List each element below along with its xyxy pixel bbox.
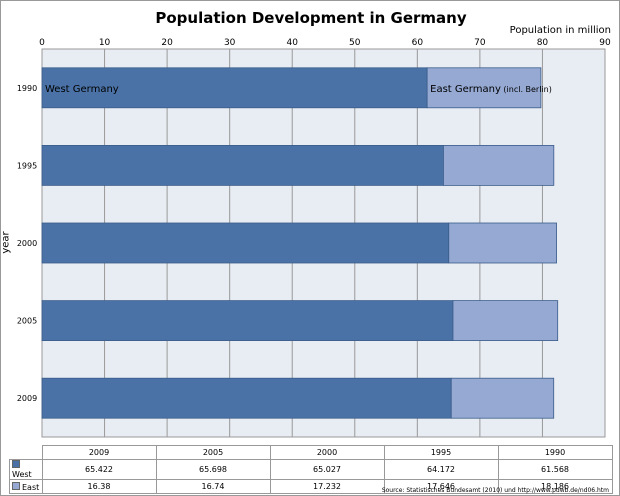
series-label-west: West Germany — [45, 84, 119, 95]
table-cell: 16.74 — [155, 479, 271, 494]
x-tick-label: 30 — [224, 38, 236, 48]
table-corner — [9, 445, 43, 460]
y-tick-label: 2000 — [17, 239, 37, 248]
table-row-label: West — [9, 459, 43, 480]
bar-east-2009 — [450, 377, 555, 419]
x-tick-label: 60 — [412, 38, 424, 48]
table-header: 2009 — [41, 445, 157, 460]
x-axis-label: Population in million — [509, 25, 611, 36]
series-label-note: (incl. Berlin) — [501, 85, 552, 94]
bar-west-2009 — [41, 377, 452, 419]
series-label-east: East Germany (incl. Berlin) — [430, 84, 552, 95]
legend-swatch — [12, 481, 20, 490]
x-tick-label: 80 — [537, 38, 549, 48]
table-cell: 65.422 — [41, 459, 157, 480]
table-row-label: East — [9, 479, 43, 494]
bar-west-2000 — [41, 222, 450, 264]
table-cell: 65.027 — [269, 459, 385, 480]
bar-east-1995 — [443, 144, 555, 186]
bar-east-2000 — [448, 222, 557, 264]
data-table: 2009 2005 2000 1995 1990 West 65.422 65.698 65.… — [9, 445, 613, 494]
source-note: Source: Statistisches Bundesamt (2010) u… — [381, 487, 609, 494]
y-tick-label: 1995 — [17, 161, 37, 170]
bar-west-2005 — [41, 300, 454, 342]
x-tick-label: 70 — [474, 38, 486, 48]
y-tick-label: 1990 — [17, 84, 37, 93]
table-cell: 64.172 — [383, 459, 499, 480]
table-cell: 61.568 — [497, 459, 613, 480]
chart-title: Population Development in Germany — [155, 9, 467, 27]
table-cell: 18.186 — [497, 479, 613, 494]
x-tick-label: 40 — [286, 38, 298, 48]
y-tick-label: 2005 — [17, 317, 37, 326]
table-header: 2005 — [155, 445, 271, 460]
bar-east-2005 — [452, 300, 559, 342]
x-tick-label: 50 — [349, 38, 361, 48]
table-header: 2000 — [269, 445, 385, 460]
table-cell: 65.698 — [155, 459, 271, 480]
x-tick-label: 90 — [599, 38, 611, 48]
table-cell: 16.38 — [41, 479, 157, 494]
table-header: 1990 — [497, 445, 613, 460]
bar-west-1995 — [41, 144, 444, 186]
table-header: 1995 — [383, 445, 499, 460]
y-axis-label: year — [0, 231, 12, 254]
table-row: East 16.38 16.74 17.232 17.646 18.186 — [9, 479, 613, 494]
bar-west-1990 — [41, 67, 428, 109]
x-tick-label: 0 — [39, 38, 45, 48]
table-row: West 65.422 65.698 65.027 64.172 61.568 — [9, 459, 613, 480]
legend-swatch — [12, 460, 20, 468]
x-tick-label: 10 — [99, 38, 111, 48]
table-cell: 17.232 — [269, 479, 385, 494]
x-tick-label: 20 — [161, 38, 173, 48]
y-tick-label: 2009 — [17, 394, 37, 403]
bar-east-1990 — [426, 67, 542, 109]
